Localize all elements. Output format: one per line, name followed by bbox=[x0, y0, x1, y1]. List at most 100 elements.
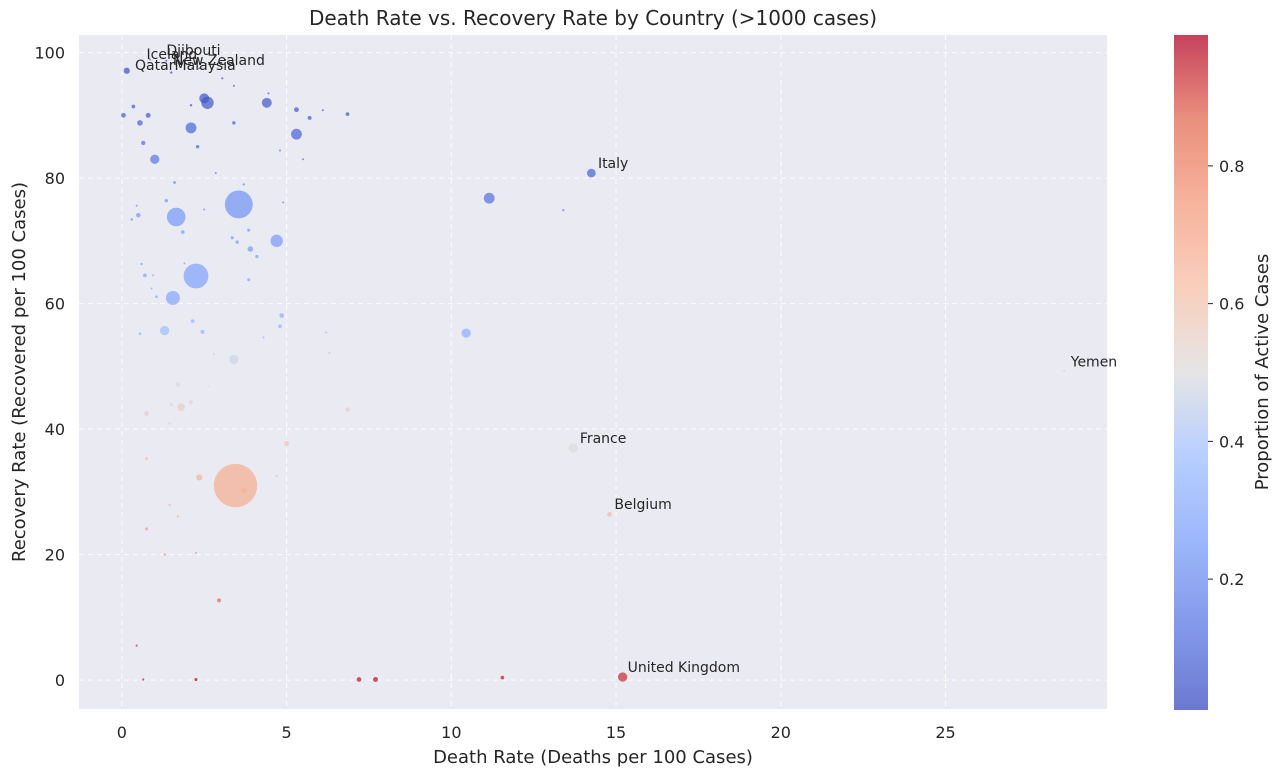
y-tick-label: 100 bbox=[34, 44, 65, 63]
y-tick-label: 80 bbox=[45, 169, 65, 188]
chart-title: Death Rate vs. Recovery Rate by Country … bbox=[309, 6, 877, 30]
data-point bbox=[291, 128, 302, 140]
data-point bbox=[241, 488, 247, 494]
annotation-label: Iceland bbox=[147, 47, 198, 63]
data-point bbox=[345, 112, 350, 116]
y-tick-label: 20 bbox=[45, 546, 65, 565]
colorbar-gradient bbox=[1174, 35, 1208, 710]
data-point bbox=[121, 113, 126, 118]
colorbar-tick-label: 0.6 bbox=[1219, 295, 1244, 314]
y-tick-label: 60 bbox=[45, 295, 65, 314]
data-point bbox=[587, 168, 596, 178]
data-point bbox=[142, 678, 145, 681]
data-point bbox=[194, 551, 197, 554]
data-point bbox=[203, 208, 206, 211]
data-point bbox=[1063, 369, 1066, 372]
data-point bbox=[213, 353, 216, 356]
data-point bbox=[183, 262, 186, 265]
x-tick-label: 15 bbox=[606, 723, 626, 742]
data-point bbox=[235, 240, 239, 244]
x-tick-labels: 0 5 10 15 20 25 bbox=[117, 723, 956, 742]
gridlines bbox=[79, 35, 1107, 709]
data-point bbox=[198, 67, 201, 70]
data-point bbox=[131, 104, 136, 109]
data-point bbox=[232, 84, 235, 87]
data-point bbox=[189, 104, 193, 107]
data-point bbox=[213, 463, 258, 508]
data-point bbox=[138, 332, 142, 336]
data-point bbox=[500, 675, 505, 680]
x-axis-title: Death Rate (Deaths per 100 Cases) bbox=[433, 747, 753, 768]
data-point bbox=[204, 62, 207, 65]
x-tick-label: 0 bbox=[117, 723, 127, 742]
data-point bbox=[163, 553, 166, 556]
colorbar-label: Proportion of Active Cases bbox=[1252, 254, 1273, 491]
data-point bbox=[143, 273, 147, 278]
data-point bbox=[242, 183, 245, 186]
data-point bbox=[618, 672, 628, 682]
x-tick-label: 20 bbox=[771, 723, 791, 742]
data-point bbox=[345, 407, 350, 412]
data-point bbox=[175, 382, 181, 387]
data-point bbox=[282, 201, 285, 204]
data-point bbox=[164, 198, 169, 203]
colorbar: 0.2 0.4 0.6 0.8 Proportion of Active Cases bbox=[1174, 35, 1273, 710]
data-point bbox=[562, 209, 565, 212]
data-point bbox=[247, 278, 251, 282]
annotation-label: Yemen bbox=[1070, 354, 1117, 370]
data-point bbox=[483, 192, 495, 204]
annotation-label: United Kingdom bbox=[628, 660, 740, 676]
data-point bbox=[160, 325, 170, 336]
data-point bbox=[293, 107, 299, 113]
data-point bbox=[356, 677, 362, 682]
data-point bbox=[373, 677, 379, 682]
data-point bbox=[155, 295, 158, 299]
data-point bbox=[185, 122, 197, 134]
data-point bbox=[255, 254, 259, 259]
data-point bbox=[180, 230, 185, 234]
data-point bbox=[278, 149, 281, 152]
data-point bbox=[194, 677, 198, 682]
y-axis-title: Recovery Rate (Recovered per 100 Cases) bbox=[9, 182, 30, 562]
data-point bbox=[208, 385, 211, 388]
data-point bbox=[568, 443, 578, 453]
data-point bbox=[267, 92, 270, 95]
data-point bbox=[165, 59, 168, 62]
data-point bbox=[190, 319, 195, 324]
data-point bbox=[135, 204, 138, 207]
y-tick-label: 0 bbox=[55, 671, 65, 690]
data-point bbox=[166, 207, 186, 227]
data-point bbox=[135, 644, 138, 647]
data-point bbox=[145, 112, 151, 118]
data-point bbox=[262, 336, 265, 339]
data-point bbox=[325, 331, 328, 334]
y-tick-label: 40 bbox=[45, 420, 65, 439]
data-point bbox=[137, 120, 143, 126]
data-point bbox=[148, 58, 151, 61]
data-point bbox=[130, 218, 133, 221]
data-point bbox=[176, 515, 179, 518]
data-point bbox=[199, 93, 210, 104]
data-point bbox=[302, 158, 305, 161]
colorbar-tick-label: 0.2 bbox=[1219, 570, 1244, 589]
x-tick-label: 25 bbox=[935, 723, 955, 742]
data-point bbox=[284, 441, 290, 447]
data-point bbox=[165, 290, 180, 305]
data-point bbox=[123, 67, 130, 74]
data-point bbox=[173, 181, 176, 184]
colorbar-tick-label: 0.8 bbox=[1219, 157, 1244, 176]
data-point bbox=[229, 354, 239, 365]
data-point bbox=[150, 154, 160, 164]
y-tick-labels: 0 20 40 60 80 100 bbox=[34, 44, 65, 691]
data-point bbox=[169, 403, 173, 407]
colorbar-ticks: 0.2 0.4 0.6 0.8 bbox=[1208, 157, 1244, 589]
data-point bbox=[141, 140, 146, 146]
data-point bbox=[196, 474, 203, 481]
data-point bbox=[183, 263, 209, 289]
data-point bbox=[144, 527, 149, 531]
data-point bbox=[189, 400, 193, 404]
data-point bbox=[217, 598, 222, 603]
data-point bbox=[224, 190, 253, 219]
